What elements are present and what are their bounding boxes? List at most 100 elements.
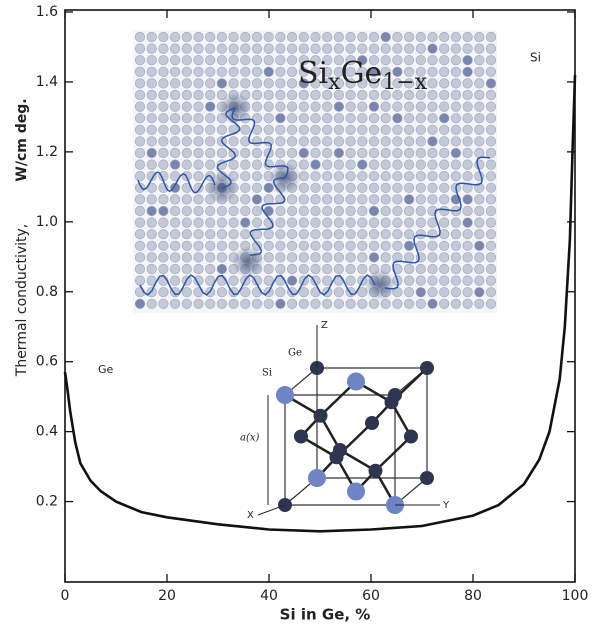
lattice-atom — [392, 78, 403, 89]
lattice-atom — [170, 263, 181, 275]
plot-frame — [64, 9, 576, 583]
lattice-atom — [485, 101, 497, 112]
lattice-atom — [298, 78, 309, 89]
lattice-atom — [170, 124, 181, 135]
lattice-atom — [462, 287, 473, 298]
lattice-atom — [275, 298, 286, 309]
lattice-atom — [170, 43, 181, 54]
lattice-atom — [275, 113, 286, 124]
lattice-atom — [368, 240, 380, 251]
lattice-atom — [170, 182, 181, 193]
lattice-atom — [251, 31, 263, 43]
lattice-atom — [392, 240, 403, 251]
lattice-atom — [345, 298, 356, 309]
lattice-atom — [228, 159, 239, 170]
lattice-atom — [322, 205, 333, 217]
lattice-atom — [427, 159, 438, 170]
atom — [347, 482, 365, 501]
lattice-atom — [439, 55, 450, 66]
lattice-atom — [240, 147, 251, 159]
lattice-atom — [158, 205, 169, 217]
lattice-atom — [333, 263, 345, 275]
lattice-atom — [205, 205, 216, 217]
lattice-atom — [474, 298, 485, 309]
lattice-atom — [450, 113, 462, 124]
lattice-atom — [134, 66, 146, 77]
lattice-atom — [298, 89, 309, 101]
lattice-atom — [333, 31, 345, 43]
lattice-atom — [134, 194, 146, 205]
lattice-atom — [205, 78, 216, 89]
lattice-atom — [158, 78, 169, 89]
lattice-atom — [181, 31, 192, 43]
lattice-atom — [181, 205, 192, 217]
y-tick-label: 1.0 — [36, 214, 58, 230]
lattice-atom — [485, 55, 497, 66]
lattice-atom — [263, 66, 274, 77]
lattice-atom — [357, 194, 368, 205]
lattice-atom — [181, 252, 192, 263]
lattice-atom — [134, 147, 146, 159]
lattice-atom — [415, 229, 426, 240]
lattice-atom — [158, 66, 169, 77]
y-tick-label: 1.2 — [36, 144, 58, 160]
lattice-atom — [251, 159, 263, 170]
lattice-atom — [404, 263, 415, 275]
lattice-atom — [439, 275, 450, 286]
lattice-atom — [275, 43, 286, 54]
lattice-atom — [462, 252, 473, 263]
lattice-atom — [310, 55, 321, 66]
lattice-atom — [392, 298, 403, 309]
lattice-atom — [134, 217, 146, 228]
lattice-atom — [287, 66, 298, 77]
axis-x — [257, 504, 286, 516]
lattice-atom — [333, 66, 345, 77]
lattice-atom — [357, 171, 368, 182]
lattice-atom — [380, 31, 391, 43]
lattice-atom — [357, 124, 368, 135]
lattice-atom — [158, 263, 169, 275]
lattice-atom — [345, 275, 356, 286]
lattice-atom — [368, 171, 380, 182]
lattice-atom — [263, 101, 274, 112]
lattice-atom — [193, 101, 204, 112]
lattice-atom — [240, 182, 251, 193]
lattice-atom — [298, 43, 309, 54]
lattice-atom — [310, 252, 321, 263]
lattice-atom — [415, 124, 426, 135]
lattice-atom — [415, 205, 426, 217]
lattice-atom — [240, 298, 251, 309]
lattice-atom — [380, 66, 391, 77]
lattice-atom — [333, 171, 345, 182]
lattice-atom — [380, 217, 391, 228]
lattice-atom — [345, 55, 356, 66]
lattice-atom — [415, 159, 426, 170]
annotation: Si — [530, 51, 541, 65]
lattice-atom — [392, 217, 403, 228]
lattice-atom — [485, 66, 497, 77]
lattice-atom — [439, 147, 450, 159]
lattice-atom — [263, 275, 274, 286]
lattice-atom — [275, 252, 286, 263]
phonon-path — [139, 274, 376, 296]
lattice-atom — [427, 78, 438, 89]
lattice-atom — [462, 217, 473, 228]
lattice-atom — [462, 229, 473, 240]
lattice-atom — [404, 147, 415, 159]
lattice-atom — [134, 43, 146, 54]
lattice-atom — [158, 229, 169, 240]
lattice-atom — [357, 66, 368, 77]
lattice-atom — [392, 229, 403, 240]
lattice-atom — [439, 101, 450, 112]
lattice-atom — [310, 205, 321, 217]
lattice-atom — [146, 252, 157, 263]
lattice-atom — [415, 275, 426, 286]
lattice-atom — [322, 229, 333, 240]
lattice-atom — [146, 147, 157, 159]
lattice-atom — [134, 240, 146, 251]
lattice-atom — [345, 194, 356, 205]
lattice-atom — [404, 298, 415, 309]
lattice-atom — [485, 194, 497, 205]
crystal-label: Y — [442, 500, 450, 511]
lattice-atom — [357, 89, 368, 101]
